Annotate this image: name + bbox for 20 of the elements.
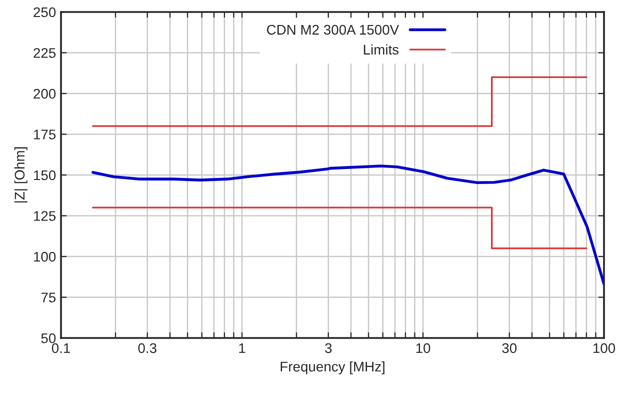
x-axis-title: Frequency [MHz] [280, 361, 384, 374]
x-tick-label: 10 [416, 343, 430, 354]
x-tick-label: 30 [502, 343, 517, 354]
x-tick-label: 3 [325, 343, 332, 354]
y-tick-label: 100 [34, 252, 56, 262]
y-tick-label: 200 [34, 88, 56, 99]
x-tick-label: 0.1 [52, 343, 70, 354]
x-tick-label: 100 [593, 343, 616, 354]
y-tick-label: 225 [34, 48, 56, 58]
legend-label: CDN M2 300A 1500V [266, 24, 399, 35]
y-tick-label: 175 [34, 130, 56, 140]
y-tick-label: 125 [34, 211, 56, 221]
y-tick-label: 250 [34, 7, 56, 18]
y-axis-title: |Z| [Ohm] [14, 147, 28, 202]
y-tick-label: 150 [34, 170, 56, 180]
y-tick-label: 50 [41, 333, 56, 344]
x-tick-label: 1 [239, 343, 246, 353]
y-tick-label: 75 [41, 292, 56, 302]
x-tick-label: 0.3 [138, 343, 156, 354]
legend-label: Limits [364, 44, 399, 55]
